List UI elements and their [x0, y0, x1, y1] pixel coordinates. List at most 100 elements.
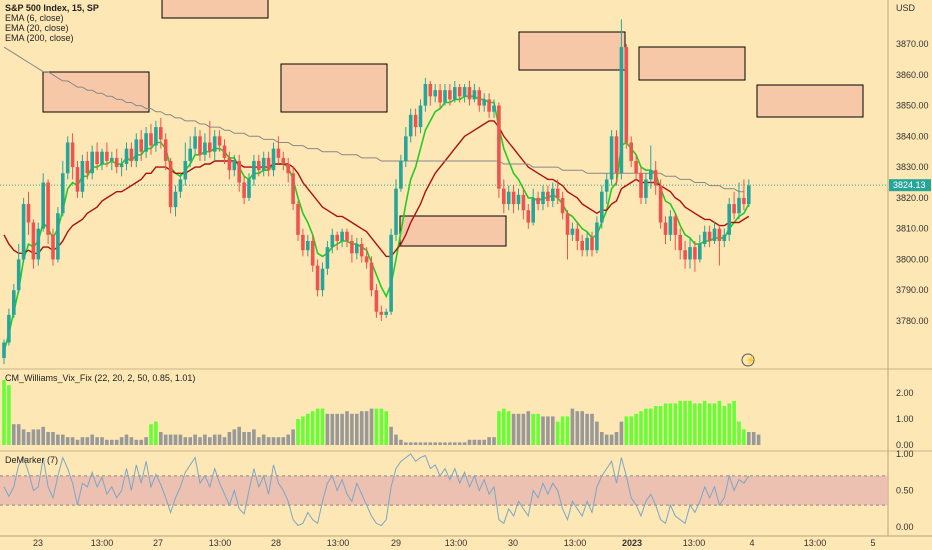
vix-bar: [727, 403, 731, 445]
candle-body: [717, 228, 722, 241]
vix-bar: [193, 434, 197, 445]
candle-body: [497, 105, 501, 189]
vix-bar: [173, 434, 178, 445]
vix-bar: [110, 439, 114, 445]
vix-bar: [159, 432, 163, 445]
vix-bar: [443, 442, 447, 445]
vix-bar: [555, 421, 560, 445]
candle-layer: [2, 19, 751, 365]
vix-bar: [619, 421, 624, 445]
candle-body: [119, 164, 124, 168]
price-tick-label: 3870.00: [896, 39, 929, 49]
candle-body: [428, 84, 433, 97]
vix-bar: [467, 439, 472, 445]
vix-bar: [433, 442, 437, 445]
candle-body: [144, 133, 148, 152]
vix-bar: [163, 434, 168, 445]
candle-body: [575, 228, 580, 241]
candle-body: [404, 136, 408, 161]
vix-bar: [2, 380, 6, 445]
candle-body: [600, 191, 604, 223]
candle-body: [678, 234, 682, 251]
time-tick-label: 13:00: [91, 538, 114, 548]
vix-bar: [678, 400, 682, 445]
vix-bar: [144, 437, 148, 445]
vix-bar: [668, 403, 673, 445]
candle-body: [747, 185, 751, 205]
vix-bar: [560, 416, 565, 445]
candle-body: [16, 259, 21, 291]
candle-body: [340, 231, 344, 241]
candle-body: [482, 99, 486, 106]
vix-bar: [717, 400, 722, 445]
candle-body: [80, 160, 85, 192]
vix-bar: [154, 421, 158, 445]
time-tick-label: 13:00: [804, 538, 827, 548]
candle-body: [261, 157, 266, 171]
price-tick-label: 3830.00: [896, 162, 929, 172]
candle-body: [487, 99, 491, 112]
candle-body: [364, 256, 369, 263]
legend-demarker: DeMarker (7): [5, 455, 59, 465]
legend-vix: CM_Williams_Vix_Fix (22, 20, 2, 50, 0.85…: [5, 373, 196, 383]
vix-bar: [722, 406, 727, 445]
vix-bar: [257, 437, 261, 445]
vix-bar: [742, 429, 746, 445]
lightning-icon-glyph: ⚡: [745, 354, 756, 366]
vix-bar: [31, 429, 36, 445]
vix-bar-layer: [2, 380, 761, 445]
vix-bar: [222, 437, 227, 445]
vix-bar: [551, 416, 555, 445]
vix-bar: [183, 437, 188, 445]
candle-body: [306, 240, 310, 251]
vix-bar: [472, 439, 477, 445]
vix-bar: [242, 432, 246, 445]
grid-layer: [0, 0, 932, 537]
candle-body: [51, 234, 55, 260]
vix-bar: [629, 416, 633, 445]
price-tick-label: 3810.00: [896, 224, 929, 234]
candle-body: [683, 250, 687, 260]
candle-body: [732, 204, 736, 214]
candle-body: [85, 160, 90, 174]
candle-body: [609, 136, 614, 180]
candle-body: [653, 170, 658, 186]
vix-bar: [198, 437, 202, 445]
candle-body: [399, 160, 403, 189]
candle-body: [139, 139, 143, 152]
vix-bar: [276, 437, 281, 445]
candle-body: [595, 222, 599, 251]
vix-bar: [247, 432, 251, 445]
vix-tick-label: 1.00: [896, 414, 914, 424]
vix-bar: [237, 426, 241, 445]
vix-bar: [61, 434, 65, 445]
vix-bar: [355, 413, 359, 445]
vix-bar: [644, 408, 648, 445]
vix-bar: [389, 426, 393, 445]
candle-body: [198, 136, 202, 155]
candle-body: [555, 188, 560, 198]
candle-body: [208, 142, 212, 152]
vix-bar: [457, 442, 462, 445]
candle-body: [257, 160, 261, 171]
candle-body: [389, 234, 393, 312]
candle-body: [310, 240, 315, 266]
vix-bar: [536, 413, 540, 445]
vix-bar: [462, 442, 467, 445]
demarker-line-layer: [3, 453, 750, 527]
candle-body: [448, 90, 452, 100]
time-tick-label: 29: [391, 538, 401, 548]
candle-body: [266, 157, 271, 171]
candle-body: [457, 87, 462, 97]
vix-bar: [698, 403, 702, 445]
candle-body: [173, 191, 178, 208]
candle-body: [521, 194, 526, 211]
vix-bar: [663, 403, 668, 445]
annotation-box: [518, 31, 626, 71]
vix-bar: [374, 408, 379, 445]
candle-body: [658, 185, 663, 223]
vix-bar: [658, 406, 663, 445]
vix-bar: [296, 419, 300, 445]
price-tick-label: 3820.00: [896, 193, 929, 203]
candle-body: [408, 114, 413, 137]
